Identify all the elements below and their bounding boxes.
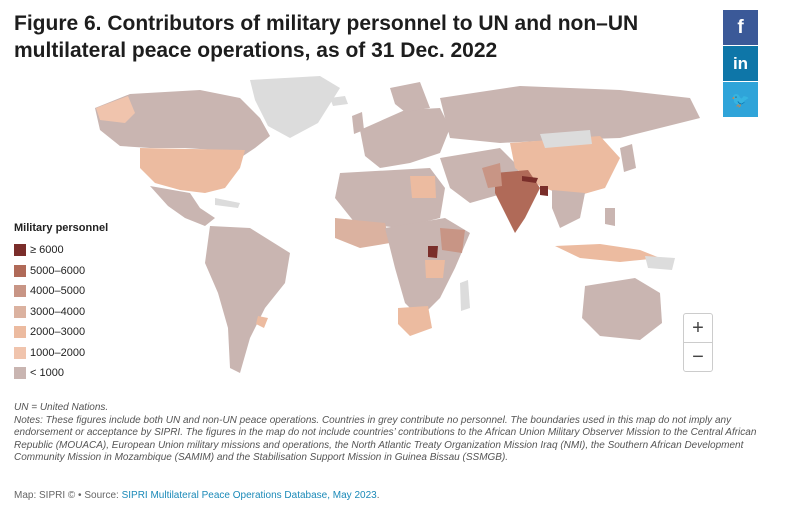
abbreviation-note: UN = United Nations. [14, 402, 109, 413]
region-southeast-asia[interactable] [552, 190, 585, 228]
region-indonesia[interactable] [555, 244, 660, 262]
region-scandinavia[interactable] [390, 82, 430, 112]
region-nepal[interactable] [522, 176, 538, 183]
region-philippines[interactable] [605, 208, 615, 226]
region-mexico[interactable] [150, 186, 215, 226]
legend-label: 3000–4000 [30, 305, 86, 318]
legend-item: 3000–4000 [14, 302, 108, 323]
region-west-africa[interactable] [335, 218, 390, 248]
legend-item: 4000–5000 [14, 281, 108, 302]
source-line: Map: SIPRI © • Source: SIPRI Multilatera… [14, 490, 380, 501]
zoom-out-button[interactable]: − [684, 342, 712, 371]
region-india[interactable] [495, 170, 540, 233]
region-australia[interactable] [582, 278, 662, 340]
region-uganda[interactable] [428, 246, 438, 258]
region-alaska[interactable] [96, 96, 135, 123]
facebook-share-button[interactable]: f [723, 10, 758, 45]
region-uruguay[interactable] [256, 316, 268, 328]
world-map-svg[interactable] [0, 68, 792, 398]
legend-item: 2000–3000 [14, 322, 108, 343]
linkedin-icon: in [732, 53, 749, 73]
legend-item: 5000–6000 [14, 261, 108, 282]
source-prefix: Map: SIPRI © • Source: [14, 490, 122, 501]
region-ethiopia[interactable] [440, 228, 465, 253]
legend-item: ≥ 6000 [14, 240, 108, 261]
region-caribbean[interactable] [215, 198, 240, 208]
legend-swatch [14, 244, 26, 257]
legend-swatch [14, 264, 26, 277]
legend-swatch [14, 367, 26, 380]
region-russia[interactable] [440, 86, 700, 143]
legend-label: ≥ 6000 [30, 244, 64, 257]
region-pakistan[interactable] [482, 163, 502, 188]
twitter-icon: 🐦 [731, 91, 750, 109]
figure-notes: UN = United Nations. Notes: These figure… [14, 402, 774, 465]
region-greenland[interactable] [250, 76, 340, 138]
legend-label: 4000–5000 [30, 285, 86, 298]
region-mongolia[interactable] [540, 130, 592, 148]
region-south-africa[interactable] [398, 306, 432, 336]
region-tanzania[interactable] [425, 260, 445, 278]
region-canada[interactable] [95, 90, 270, 158]
legend-swatch [14, 346, 26, 359]
region-bangladesh[interactable] [540, 186, 548, 196]
region-madagascar[interactable] [460, 280, 470, 311]
region-south-america[interactable] [205, 226, 290, 373]
figure-title: Figure 6. Contributors of military perso… [14, 12, 639, 62]
legend-swatch [14, 285, 26, 298]
region-uk[interactable] [352, 112, 364, 134]
share-buttons: f in 🐦 [723, 10, 758, 118]
zoom-in-button[interactable]: + [692, 316, 704, 339]
legend-label: < 1000 [30, 367, 64, 380]
facebook-icon: f [737, 16, 744, 38]
region-china[interactable] [510, 136, 620, 198]
linkedin-share-button[interactable]: in [723, 46, 758, 81]
region-egypt[interactable] [410, 176, 436, 198]
region-iceland[interactable] [330, 96, 348, 106]
region-papua-new-guinea[interactable] [645, 256, 675, 270]
legend-swatch [14, 305, 26, 318]
region-japan[interactable] [620, 144, 636, 172]
legend-title: Military personnel [14, 222, 109, 234]
legend-item: < 1000 [14, 363, 108, 384]
map-legend: Military personnel ≥ 6000 5000–6000 4000… [14, 222, 108, 384]
source-link[interactable]: SIPRI Multilateral Peace Operations Data… [121, 490, 377, 501]
world-map[interactable] [0, 68, 792, 398]
legend-label: 5000–6000 [30, 264, 86, 277]
zoom-controls: + − [683, 313, 713, 372]
legend-label: 1000–2000 [30, 346, 86, 359]
region-usa[interactable] [140, 148, 245, 193]
legend-item: 1000–2000 [14, 343, 108, 364]
notes-text: Notes: These figures include both UN and… [14, 414, 757, 464]
twitter-share-button[interactable]: 🐦 [723, 82, 758, 117]
legend-swatch [14, 326, 26, 339]
source-suffix: . [376, 490, 380, 501]
legend-label: 2000–3000 [30, 326, 86, 339]
region-europe[interactable] [360, 108, 450, 168]
